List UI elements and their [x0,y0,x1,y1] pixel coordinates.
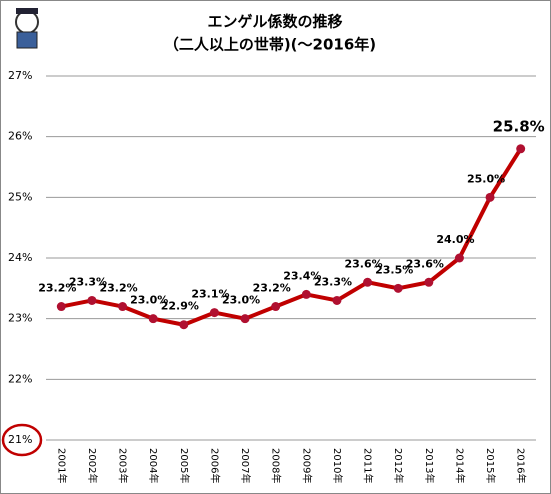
data-point [454,253,464,263]
x-tick-label: 2011年 [362,448,375,483]
data-label: 23.6% [344,257,382,270]
data-label: 23.2% [38,282,76,295]
chart-title: エンゲル係数の推移 [207,13,342,31]
data-point [424,277,434,287]
y-tick-label: 25% [8,190,32,203]
data-label: 23.3% [69,275,107,288]
data-line [60,147,523,327]
x-tick-label: 2014年 [453,448,466,483]
data-label: 23.4% [283,269,321,282]
y-tick-label: 22% [8,372,32,385]
data-point [301,289,311,299]
data-label: 23.5% [375,263,413,276]
data-point [148,314,158,324]
mascot [15,8,39,49]
x-tick-label: 2012年 [392,448,405,483]
data-point [179,320,189,330]
x-tick-label: 2003年 [117,448,130,483]
data-label: 23.6% [406,257,444,270]
x-tick-label: 2015年 [484,448,497,483]
data-point [240,314,250,324]
data-label: 24.0% [436,233,474,246]
data-label: 23.3% [314,275,352,288]
data-label: 25.8% [493,117,545,135]
x-tick-label: 2004年 [147,448,160,483]
highlight-circle [1,423,43,457]
x-tick-label: 2010年 [331,448,344,483]
y-tick-label: 23% [8,312,32,325]
data-label: 23.1% [191,288,229,301]
data-point [209,308,219,318]
data-label: 25.0% [467,172,505,185]
data-label: 22.9% [161,300,199,313]
y-tick-label: 26% [8,130,32,143]
data-point [118,302,128,312]
x-tick-label: 2013年 [423,448,436,483]
data-point [332,295,342,305]
data-label: 23.0% [130,294,168,307]
x-tick-label: 2008年 [270,448,283,483]
y-tick-label: 24% [8,251,32,264]
chart-subtitle: （二人以上の世帯)(～2016年) [164,36,376,54]
data-point [485,192,495,202]
data-point [516,144,526,154]
data-point [393,283,403,293]
data-label: 23.0% [222,294,260,307]
data-point [87,295,97,305]
y-tick-label: 27% [8,69,32,82]
data-point [56,302,66,312]
data-point [363,277,373,287]
x-tick-label: 2009年 [300,448,313,483]
x-tick-label: 2001年 [55,448,68,483]
x-tick-label: 2007年 [239,448,252,483]
x-tick-label: 2002年 [86,448,99,483]
data-label: 23.2% [253,282,291,295]
y-tick-label: 21% [8,433,32,446]
data-point [271,302,281,312]
x-tick-label: 2006年 [208,448,221,483]
data-label: 23.2% [99,282,137,295]
x-tick-label: 2016年 [515,448,528,483]
x-tick-label: 2005年 [178,448,191,483]
